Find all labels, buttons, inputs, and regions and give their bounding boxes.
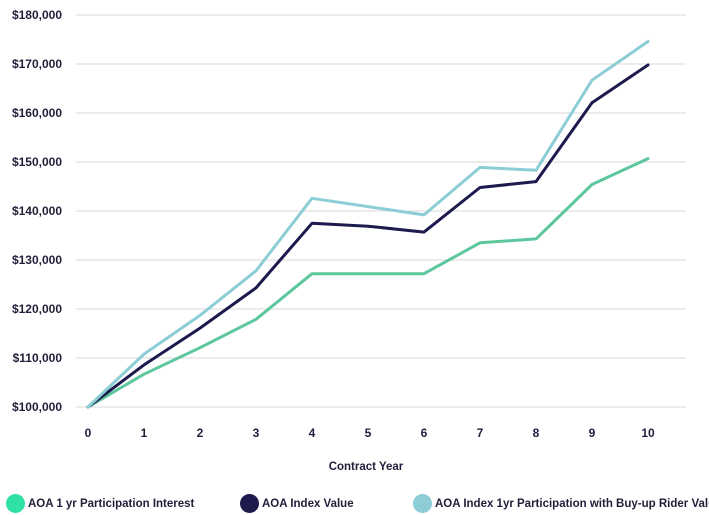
y-tick-label: $160,000 xyxy=(12,106,62,120)
x-tick-label: 7 xyxy=(477,426,484,440)
y-tick-label: $100,000 xyxy=(12,400,62,414)
series-lines xyxy=(86,40,650,409)
x-tick-label: 0 xyxy=(85,426,92,440)
legend-label: AOA Index 1yr Participation with Buy-up … xyxy=(435,497,709,510)
x-tick-label: 3 xyxy=(253,426,260,440)
x-tick-label: 6 xyxy=(421,426,428,440)
x-tick-label: 9 xyxy=(589,426,596,440)
series-line-1 xyxy=(86,63,650,409)
x-tick-label: 4 xyxy=(309,426,316,440)
x-tick-label: 8 xyxy=(533,426,540,440)
x-tick-label: 10 xyxy=(641,426,655,440)
x-tick-label: 1 xyxy=(141,426,148,440)
legend-swatch xyxy=(413,494,432,513)
legend-label: AOA 1 yr Participation Interest xyxy=(28,497,195,510)
x-axis-title: Contract Year xyxy=(329,461,404,473)
y-tick-label: $150,000 xyxy=(12,155,62,169)
series-line-0 xyxy=(86,157,650,409)
legend-swatch xyxy=(240,494,259,513)
x-tick-label: 5 xyxy=(365,426,372,440)
x-tick-label: 2 xyxy=(197,426,204,440)
line-chart: $100,000 $110,000 $120,000 $130,000 $140,000… xyxy=(12,8,686,473)
y-tick-label: $180,000 xyxy=(12,8,62,22)
series-line-2 xyxy=(86,40,650,409)
y-tick-label: $140,000 xyxy=(12,204,62,218)
legend: AOA 1 yr Participation Interest AOA Inde… xyxy=(0,494,709,514)
legend-label: AOA Index Value xyxy=(262,497,354,510)
y-axis-ticks: $100,000 $110,000 $120,000 $130,000 $140,000… xyxy=(12,8,62,414)
x-axis-ticks: 0 1 2 3 4 5 6 7 8 9 10 xyxy=(85,426,655,440)
y-tick-label: $110,000 xyxy=(13,351,63,365)
legend-item-index-value: AOA Index Value xyxy=(240,494,354,513)
legend-swatch xyxy=(6,494,25,513)
legend-item-buy-up-rider-value: AOA Index 1yr Participation with Buy-up … xyxy=(413,494,709,513)
legend-item-participation-interest: AOA 1 yr Participation Interest xyxy=(6,494,194,513)
y-tick-label: $170,000 xyxy=(12,57,62,71)
y-tick-label: $130,000 xyxy=(12,253,62,267)
y-tick-label: $120,000 xyxy=(12,302,62,316)
